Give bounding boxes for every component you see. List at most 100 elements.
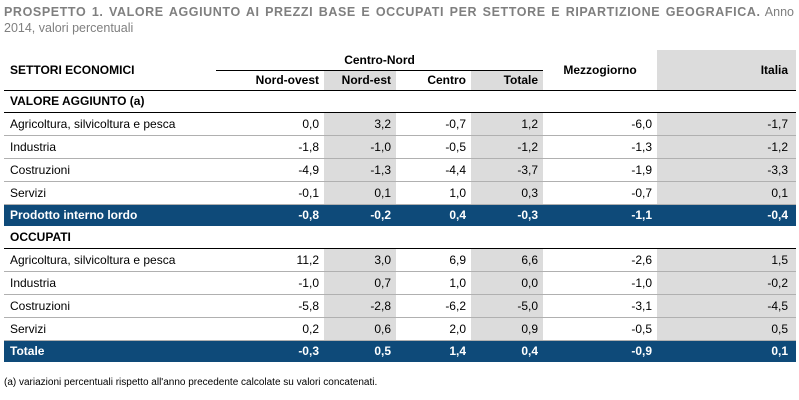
table-cell: -0,9 <box>543 340 658 362</box>
table-title-subtitle: Anno 2014, valori percentuali <box>4 5 794 35</box>
header-settori: SETTORI ECONOMICI <box>4 50 216 91</box>
row-label: Prodotto interno lordo <box>4 204 216 226</box>
table-cell: 0,9 <box>471 317 544 341</box>
table-cell: -0,8 <box>216 204 324 226</box>
table-cell: -0,5 <box>543 317 658 341</box>
header-italia: Italia <box>657 50 797 91</box>
row-label: Totale <box>4 340 216 362</box>
total-row: Prodotto interno lordo -0,8 -0,2 0,4 -0,3 -1,… <box>4 204 797 226</box>
table-cell: 0,4 <box>396 204 471 226</box>
table-cell: 1,4 <box>396 340 471 362</box>
footnote: (a) variazioni percentuali rispetto all'… <box>4 377 378 388</box>
table-cell: 0,0 <box>216 112 324 136</box>
table-cell: 0,5 <box>324 340 396 362</box>
row-label: Industria <box>4 135 216 159</box>
table-cell: -0,2 <box>324 204 396 226</box>
table-cell: -0,1 <box>216 181 324 205</box>
table-cell: -1,9 <box>543 158 658 182</box>
table-cell: 0,1 <box>324 181 396 205</box>
table-cell: 0,3 <box>471 181 544 205</box>
table-cell: -3,1 <box>543 294 658 318</box>
table-cell: -2,8 <box>324 294 396 318</box>
table-cell: -1,2 <box>657 135 797 159</box>
table-cell: 6,9 <box>396 248 471 272</box>
section-row: OCCUPATI <box>4 226 797 249</box>
table-cell: -2,6 <box>543 248 658 272</box>
header-nord-est: Nord-est <box>324 70 396 91</box>
row-label: Costruzioni <box>4 158 216 182</box>
table-cell: 11,2 <box>216 248 324 272</box>
table-cell: 0,1 <box>657 340 797 362</box>
row-label: Costruzioni <box>4 294 216 318</box>
table-title: PROSPETTO 1. VALORE AGGIUNTO AI PREZZI B… <box>4 4 794 36</box>
table-cell: 1,5 <box>657 248 797 272</box>
row-label: Agricoltura, silvicoltura e pesca <box>4 248 216 272</box>
table-cell: -1,2 <box>471 135 544 159</box>
table-row: Agricoltura, silvicoltura e pesca 0,0 3,2-… <box>4 112 797 136</box>
table-cell: 2,0 <box>396 317 471 341</box>
section-label: VALORE AGGIUNTO (a) <box>4 90 797 113</box>
table-cell: -1,3 <box>543 135 658 159</box>
header-mezzogiorno: Mezzogiorno <box>543 50 658 91</box>
total-row: Totale -0,3 0,5 1,4 0,4 -0,9 0,1 <box>4 340 797 362</box>
table-cell: -0,7 <box>396 112 471 136</box>
table-cell: -0,7 <box>543 181 658 205</box>
table-body: VALORE AGGIUNTO (a) Agricoltura, silvicol… <box>4 90 797 362</box>
table-cell: -1,8 <box>216 135 324 159</box>
table-cell: 1,0 <box>396 271 471 295</box>
row-label: Servizi <box>4 317 216 341</box>
table-row: Servizi 0,2 0,6 2,0 0,9 -0,5 0,5 <box>4 317 797 341</box>
header-totale: Totale <box>471 70 544 91</box>
row-label: Agricoltura, silvicoltura e pesca <box>4 112 216 136</box>
row-label: Industria <box>4 271 216 295</box>
table-cell: 1,0 <box>396 181 471 205</box>
section-row: VALORE AGGIUNTO (a) <box>4 90 797 113</box>
table-cell: 1,2 <box>471 112 544 136</box>
table-row: Agricoltura, silvicoltura e pesca 11,2 3,0… <box>4 248 797 272</box>
table-cell: -4,4 <box>396 158 471 182</box>
table-cell: 3,0 <box>324 248 396 272</box>
table-cell: 0,0 <box>471 271 544 295</box>
header-nord-ovest: Nord-ovest <box>216 70 324 91</box>
table-cell: 0,6 <box>324 317 396 341</box>
table-cell: -6,2 <box>396 294 471 318</box>
header-centro-nord: Centro-Nord <box>216 50 544 71</box>
table-cell: -3,3 <box>657 158 797 182</box>
table-row: Costruzioni -4,9 -1,3 -4,4 -3,7 -1,9 -3,3 <box>4 158 797 182</box>
row-label: Servizi <box>4 181 216 205</box>
table-cell: -0,3 <box>216 340 324 362</box>
table-cell: -3,7 <box>471 158 544 182</box>
table-cell: -1,0 <box>324 135 396 159</box>
table-cell: -5,0 <box>471 294 544 318</box>
table-cell: -1,1 <box>543 204 658 226</box>
table-cell: -1,0 <box>216 271 324 295</box>
table-cell: 0,4 <box>471 340 544 362</box>
table-cell: -1,7 <box>657 112 797 136</box>
table-header: SETTORI ECONOMICI Centro-Nord Mezzogiorn… <box>4 50 797 91</box>
table-cell: -4,5 <box>657 294 797 318</box>
table-cell: 3,2 <box>324 112 396 136</box>
table-cell: -5,8 <box>216 294 324 318</box>
table-cell: 6,6 <box>471 248 544 272</box>
table-row: Servizi -0,1 0,1 1,0 0,3 -0,7 0,1 <box>4 181 797 205</box>
table-cell: -1,3 <box>324 158 396 182</box>
data-table: SETTORI ECONOMICI Centro-Nord Mezzogiorn… <box>4 50 797 362</box>
table-row: Costruzioni -5,8 -2,8 -6,2 -5,0 -3,1 -4,5 <box>4 294 797 318</box>
table-row: Industria -1,0 0,7 1,0 0,0 -1,0 -0,2 <box>4 271 797 295</box>
table-cell: -0,3 <box>471 204 544 226</box>
table-cell: 0,1 <box>657 181 797 205</box>
header-centro: Centro <box>396 70 471 91</box>
table-cell: -0,5 <box>396 135 471 159</box>
table-title-bold: PROSPETTO 1. VALORE AGGIUNTO AI PREZZI B… <box>4 5 761 19</box>
section-label: OCCUPATI <box>4 226 797 249</box>
table-cell: -1,0 <box>543 271 658 295</box>
table-cell: 0,2 <box>216 317 324 341</box>
table-cell: -0,4 <box>657 204 797 226</box>
table-cell: 0,5 <box>657 317 797 341</box>
table-row: Industria -1,8 -1,0 -0,5 -1,2 -1,3 -1,2 <box>4 135 797 159</box>
table-cell: -4,9 <box>216 158 324 182</box>
table-cell: -6,0 <box>543 112 658 136</box>
table-cell: -0,2 <box>657 271 797 295</box>
table-cell: 0,7 <box>324 271 396 295</box>
